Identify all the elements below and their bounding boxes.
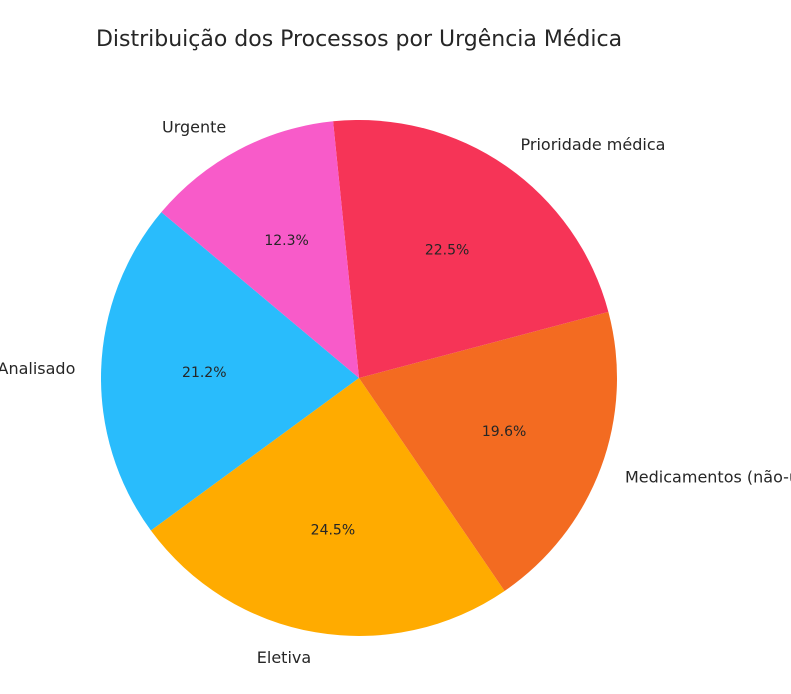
- pie-slice-nao-analisado: [101, 212, 359, 531]
- pie-slice-eletiva: [150, 378, 505, 636]
- percent-labels: 21.2% 24.5% 19.6% 22.5% 12.3%: [182, 233, 526, 538]
- pie-slices: [101, 120, 618, 636]
- category-label-nao-analisado: Não Analisado: [0, 359, 75, 378]
- percent-label-prioridade-medica: 22.5%: [425, 243, 469, 259]
- pie-slice-urgente: [161, 121, 359, 378]
- pie-slice-medicamentos-nao-urgente: [359, 311, 618, 591]
- chart-title: Distribuição dos Processos por Urgência …: [96, 27, 622, 52]
- category-label-eletiva: Eletiva: [257, 648, 311, 667]
- percent-label-urgente: 12.3%: [264, 233, 308, 249]
- category-label-prioridade-medica: Prioridade médica: [521, 135, 666, 154]
- category-label-urgente: Urgente: [162, 118, 226, 137]
- percent-label-nao-analisado: 21.2%: [182, 365, 226, 381]
- percent-label-medicamentos-nao-urgente: 19.6%: [482, 424, 526, 440]
- category-labels: Não Analisado Eletiva Medicamentos (não-ur…: [0, 118, 791, 668]
- pie-slice-prioridade-medica: [333, 120, 609, 379]
- category-label-medicamentos-nao-urgente: Medicamentos (não-urgente): [625, 467, 791, 486]
- percent-label-eletiva: 24.5%: [311, 523, 355, 539]
